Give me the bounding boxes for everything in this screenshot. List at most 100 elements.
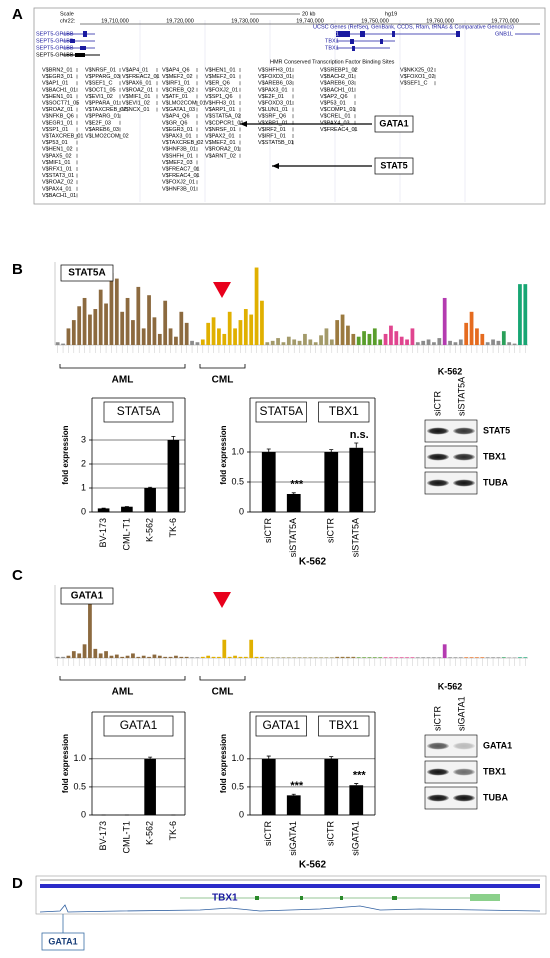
bar <box>286 336 291 345</box>
tfbs-label: V$NKX25_02 <box>400 67 433 73</box>
bar <box>329 339 334 345</box>
bar <box>206 655 211 658</box>
bar <box>82 297 87 345</box>
tfbs-label: V$FREAC7_01 <box>162 166 200 172</box>
band-label: TBX1 <box>483 766 506 776</box>
tfbs-label: V$OCT1_05 <box>85 87 116 93</box>
tfbs-label: V$BACH1_01 <box>42 87 76 93</box>
bar <box>362 331 366 345</box>
bar <box>125 655 130 658</box>
bar <box>432 657 436 658</box>
x-tick-label: BV-173 <box>98 821 108 851</box>
callout-box <box>374 115 414 133</box>
bar <box>351 656 356 658</box>
bar <box>104 303 108 345</box>
bar <box>141 328 146 345</box>
tfbs-label: V$GR_Q6 <box>162 120 187 126</box>
bar <box>372 328 377 345</box>
blot-frame <box>424 471 478 495</box>
tfbs-label: V$STAT5A_02 <box>205 114 241 120</box>
lane-label: siCTR <box>432 706 442 731</box>
error-bar <box>148 486 153 488</box>
coord-label: 19,710,000 <box>101 18 129 24</box>
tfbs-label: V$TAXCREB_02 <box>162 140 203 146</box>
bar <box>179 311 184 345</box>
bar <box>82 644 87 658</box>
bar <box>195 657 200 658</box>
bar <box>114 278 119 345</box>
bar <box>66 328 71 345</box>
error-bar <box>354 783 359 786</box>
bar <box>265 657 270 658</box>
blot-title: K-562 <box>438 681 463 691</box>
bar <box>217 656 221 658</box>
y-tick-label: 0.5 <box>73 781 86 791</box>
bar <box>458 339 463 345</box>
bar <box>265 342 270 345</box>
gene-label: SEPT5-GP1BB <box>36 52 74 58</box>
bar <box>88 314 92 345</box>
bar <box>464 322 469 345</box>
y-tick-label: 0 <box>239 809 244 819</box>
blot-frame <box>424 445 478 469</box>
group-title: STAT5A <box>259 404 303 418</box>
bar <box>144 758 156 815</box>
bar <box>168 656 173 658</box>
tfbs-label: V$PPARA_01 <box>85 100 119 106</box>
title-box <box>103 401 174 423</box>
bar <box>405 657 409 658</box>
bar <box>179 656 184 658</box>
blot-frame <box>424 419 478 443</box>
bar <box>114 654 119 658</box>
chart-title: GATA1 <box>120 718 158 732</box>
bar <box>77 306 82 345</box>
bar <box>349 447 364 512</box>
bar <box>77 653 82 658</box>
bar <box>61 656 65 658</box>
blot-band <box>453 453 475 461</box>
gene-exons <box>255 894 500 901</box>
tfbs-label: V$PAX3_01 <box>258 87 288 93</box>
bar <box>464 657 469 658</box>
tfbs-label: V$PAX4_01 <box>42 186 72 192</box>
tfbs-label: V$PAX6_01 <box>122 81 152 87</box>
bar <box>389 325 393 345</box>
panel-label: D <box>12 875 23 892</box>
coord-label: 19,770,000 <box>491 18 519 24</box>
tfbs-label: V$BACH1_01 <box>42 193 76 199</box>
bar <box>335 320 340 345</box>
bar <box>120 656 125 658</box>
bar <box>399 336 404 345</box>
tfbs-label: V$ROAZ_02 <box>42 180 73 186</box>
callout-arrowhead <box>240 121 247 127</box>
bar <box>480 657 485 658</box>
tfbs-label: V$FOXD3_01 <box>258 100 292 106</box>
tfbs-label: V$HEN1_02 <box>42 147 73 153</box>
coord-label: 19,750,000 <box>361 18 389 24</box>
bar <box>98 653 103 658</box>
y-tick-label: 0 <box>81 809 86 819</box>
track-title: HMR Conserved Transcription Factor Bindi… <box>270 59 395 65</box>
bar <box>104 651 108 658</box>
tfbs-label: V$IRF1_01 <box>162 81 190 87</box>
tfbs-label: V$EGR3_01 <box>162 127 193 133</box>
y-axis-label: fold expression <box>61 425 70 484</box>
bar <box>313 342 318 345</box>
bar <box>410 328 415 345</box>
bar <box>507 342 512 345</box>
blot-frame <box>424 734 478 758</box>
tfbs-label: V$ARNT_02 <box>205 153 236 159</box>
bar <box>152 317 157 345</box>
tfbs-label: V$SP1_Q6 <box>205 94 233 100</box>
significance: *** <box>290 479 304 491</box>
x-tick-label: TK-6 <box>168 821 178 841</box>
bar <box>93 309 98 345</box>
bar <box>222 333 227 345</box>
bar <box>421 340 426 345</box>
bar <box>297 657 302 658</box>
x-tick-label: siSTAT5A <box>351 518 361 557</box>
bar <box>512 343 517 345</box>
blot-band <box>427 794 449 802</box>
tfbs-label: V$PPARG_03 <box>85 74 120 80</box>
bar <box>469 657 474 658</box>
